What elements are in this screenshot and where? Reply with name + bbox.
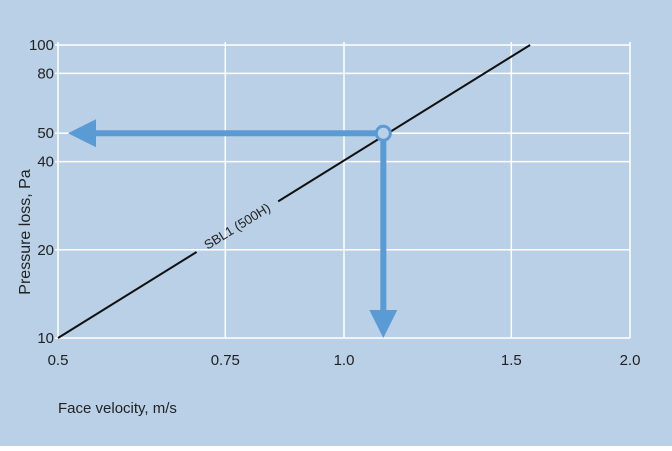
y-tick-label-4: 80 xyxy=(37,65,54,82)
y-tick-label-5: 100 xyxy=(29,37,54,54)
y-tick-label-1: 20 xyxy=(37,242,54,259)
y-tick-label-0: 10 xyxy=(37,330,54,347)
annotation-layer xyxy=(68,119,398,338)
x-axis-label: Face velocity, m/s xyxy=(58,400,177,417)
tick-labels: 0.5 0.75 1.0 1.5 2.0 10 20 40 50 80 100 xyxy=(29,37,640,369)
x-tick-label-4: 2.0 xyxy=(620,352,641,369)
arrow-head-to-y-axis xyxy=(68,119,96,148)
x-tick-label-1: 0.75 xyxy=(211,352,240,369)
x-tick-label-0: 0.5 xyxy=(48,352,69,369)
y-tick-label-2: 40 xyxy=(37,154,54,171)
x-tick-label-2: 1.0 xyxy=(334,352,355,369)
x-tick-label-3: 1.5 xyxy=(501,352,522,369)
y-axis-label: Pressure loss, Pa xyxy=(17,169,34,294)
y-tick-label-3: 50 xyxy=(37,125,54,142)
arrow-head-to-x-axis xyxy=(369,310,398,338)
series-line-0-segment-a xyxy=(57,251,198,339)
lookup-point-marker xyxy=(374,124,392,142)
series-line-0-segment-b xyxy=(277,44,531,203)
